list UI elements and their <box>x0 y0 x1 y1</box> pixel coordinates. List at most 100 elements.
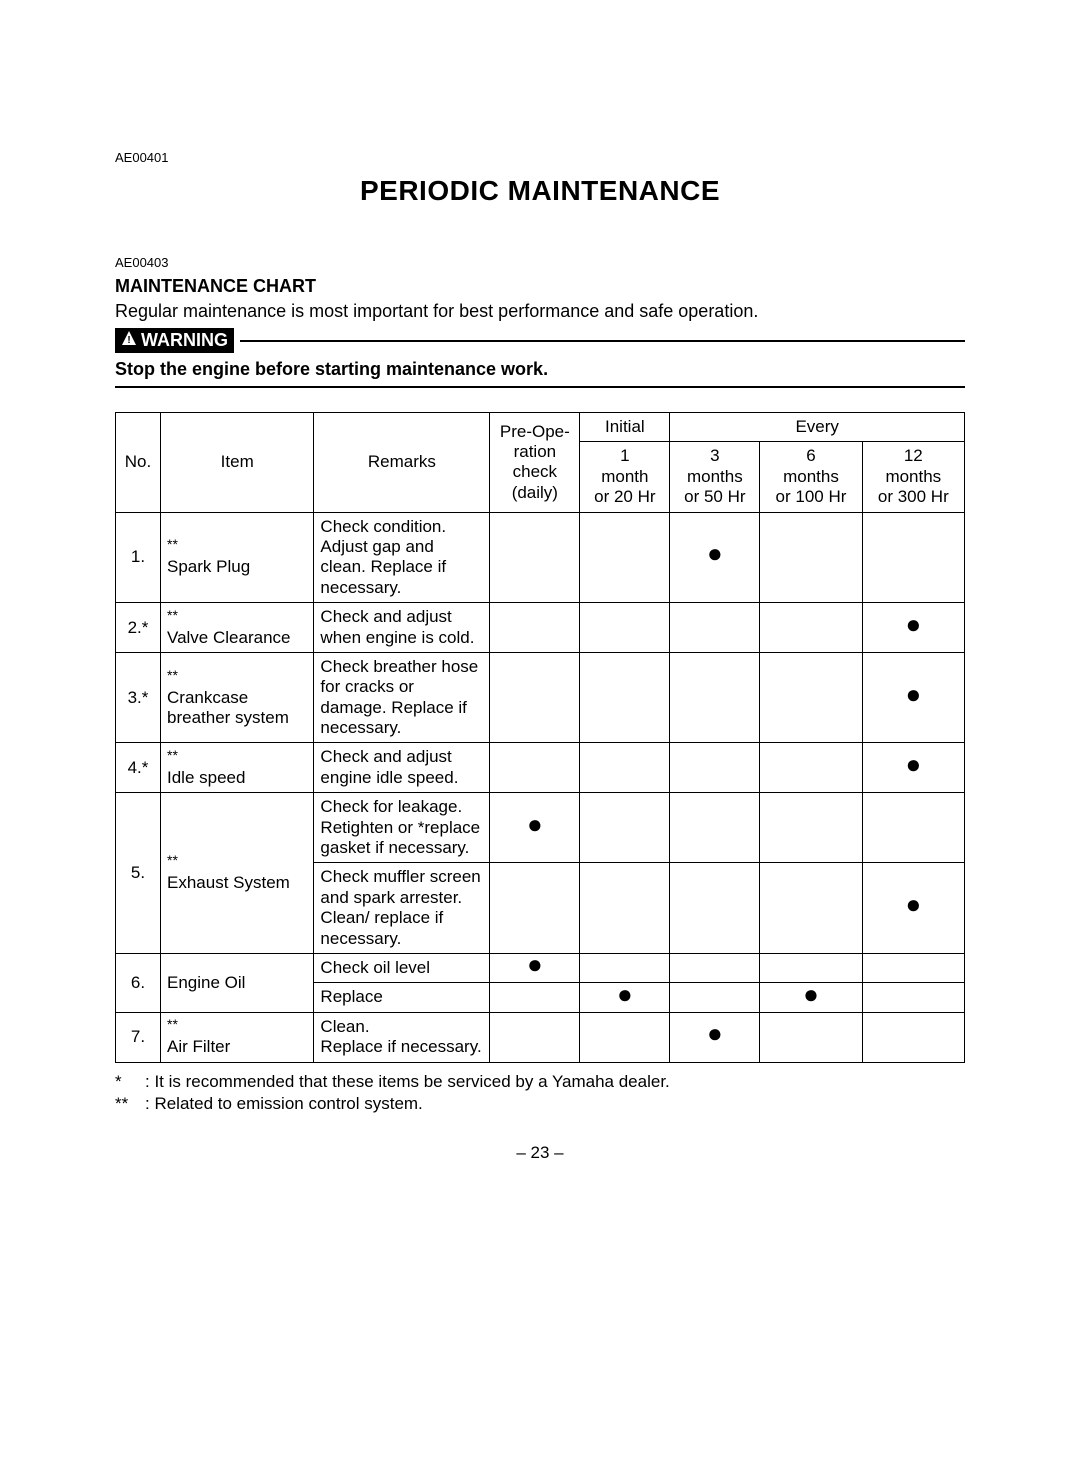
table-cell-remarks: Check and adjust engine idle speed. <box>314 743 490 793</box>
intro-text: Regular maintenance is most important fo… <box>115 301 965 322</box>
table-cell <box>490 512 580 603</box>
warning-icon: ! <box>121 330 137 351</box>
table-cell <box>490 743 580 793</box>
th-every: Every <box>670 413 965 442</box>
table-cell-remarks: Check oil level <box>314 953 490 982</box>
maintenance-table: No. Item Remarks Pre-Ope- ration check (… <box>115 412 965 1063</box>
table-cell-remarks: Check condition. Adjust gap and clean. R… <box>314 512 490 603</box>
table-cell: ● <box>580 983 670 1012</box>
table-cell-item: **Valve Clearance <box>161 603 314 653</box>
table-cell <box>490 863 580 954</box>
table-cell-no: 3.* <box>116 652 161 743</box>
table-cell-item: **Crankcase breather system <box>161 652 314 743</box>
svg-text:!: ! <box>127 335 130 346</box>
table-cell <box>490 1012 580 1062</box>
warning-text: Stop the engine before starting maintena… <box>115 359 965 380</box>
th-c1: 1 month or 20 Hr <box>580 442 670 512</box>
table-cell <box>670 603 760 653</box>
table-cell: ● <box>670 512 760 603</box>
table-cell-remarks: Check breather hose for cracks or damage… <box>314 652 490 743</box>
table-cell-no: 2.* <box>116 603 161 653</box>
table-cell <box>490 983 580 1012</box>
table-cell <box>862 953 964 982</box>
footnote1-sym: * <box>115 1071 145 1093</box>
warning-rule <box>240 340 965 342</box>
table-cell <box>862 1012 964 1062</box>
table-cell-remarks: Clean. Replace if necessary. <box>314 1012 490 1062</box>
table-cell <box>760 793 862 863</box>
table-cell <box>580 863 670 954</box>
table-cell <box>760 1012 862 1062</box>
table-row: 5. **Exhaust System Check for leakage. R… <box>116 793 965 863</box>
table-cell <box>580 1012 670 1062</box>
doc-ref-a: AE00401 <box>115 150 965 165</box>
th-remarks: Remarks <box>314 413 490 513</box>
table-cell <box>580 652 670 743</box>
th-c6: 6 months or 100 Hr <box>760 442 862 512</box>
footnote2-sym: ** <box>115 1093 145 1115</box>
table-cell <box>670 793 760 863</box>
table-cell-item: **Idle speed <box>161 743 314 793</box>
table-cell: ● <box>862 743 964 793</box>
table-cell <box>670 863 760 954</box>
table-cell: ● <box>862 603 964 653</box>
table-cell-item: **Exhaust System <box>161 793 314 954</box>
table-cell-remarks: Check for leakage. Retighten or *replace… <box>314 793 490 863</box>
table-cell <box>862 983 964 1012</box>
warning-label: WARNING <box>141 330 228 351</box>
th-c12: 12 months or 300 Hr <box>862 442 964 512</box>
table-cell <box>580 743 670 793</box>
table-cell <box>580 512 670 603</box>
table-row: 1. **Spark Plug Check condition. Adjust … <box>116 512 965 603</box>
section-heading: MAINTENANCE CHART <box>115 276 965 297</box>
table-cell <box>760 603 862 653</box>
footnotes: * : It is recommended that these items b… <box>115 1071 965 1115</box>
table-row: 4.* **Idle speed Check and adjust engine… <box>116 743 965 793</box>
table-cell-no: 5. <box>116 793 161 954</box>
table-cell <box>760 743 862 793</box>
footnote2-text: : Related to emission control system. <box>145 1093 423 1115</box>
th-no: No. <box>116 413 161 513</box>
table-cell-no: 4.* <box>116 743 161 793</box>
table-cell-item: **Spark Plug <box>161 512 314 603</box>
th-c3: 3 months or 50 Hr <box>670 442 760 512</box>
table-cell: ● <box>862 863 964 954</box>
table-cell: ● <box>670 1012 760 1062</box>
table-cell <box>670 953 760 982</box>
warning-badge: ! WARNING <box>115 328 234 353</box>
table-cell: ● <box>490 793 580 863</box>
th-initial: Initial <box>580 413 670 442</box>
table-cell: ● <box>760 983 862 1012</box>
table-cell-no: 1. <box>116 512 161 603</box>
table-cell <box>760 512 862 603</box>
table-row: 3.* **Crankcase breather system Check br… <box>116 652 965 743</box>
page-number: – 23 – <box>115 1143 965 1163</box>
table-cell-no: 7. <box>116 1012 161 1062</box>
footnote1-text: : It is recommended that these items be … <box>145 1071 670 1093</box>
table-row: 7. **Air Filter Clean. Replace if necess… <box>116 1012 965 1062</box>
table-cell <box>670 743 760 793</box>
table-cell <box>580 793 670 863</box>
table-cell <box>760 863 862 954</box>
doc-ref-b: AE00403 <box>115 255 965 270</box>
table-cell <box>862 793 964 863</box>
table-cell: ● <box>490 953 580 982</box>
table-cell-no: 6. <box>116 953 161 1012</box>
table-cell <box>580 603 670 653</box>
table-cell <box>670 652 760 743</box>
table-cell <box>862 512 964 603</box>
table-row: 6. Engine Oil Check oil level ● <box>116 953 965 982</box>
table-cell-remarks: Check and adjust when engine is cold. <box>314 603 490 653</box>
table-cell <box>490 652 580 743</box>
th-pre: Pre-Ope- ration check (daily) <box>490 413 580 513</box>
table-row: 2.* **Valve Clearance Check and adjust w… <box>116 603 965 653</box>
table-cell: ● <box>862 652 964 743</box>
table-cell <box>490 603 580 653</box>
table-cell-item: Engine Oil <box>161 953 314 1012</box>
table-cell-item: **Air Filter <box>161 1012 314 1062</box>
th-item: Item <box>161 413 314 513</box>
table-cell-remarks: Check muffler screen and spark arrester.… <box>314 863 490 954</box>
table-cell <box>670 983 760 1012</box>
page-title: PERIODIC MAINTENANCE <box>115 175 965 207</box>
divider <box>115 386 965 388</box>
